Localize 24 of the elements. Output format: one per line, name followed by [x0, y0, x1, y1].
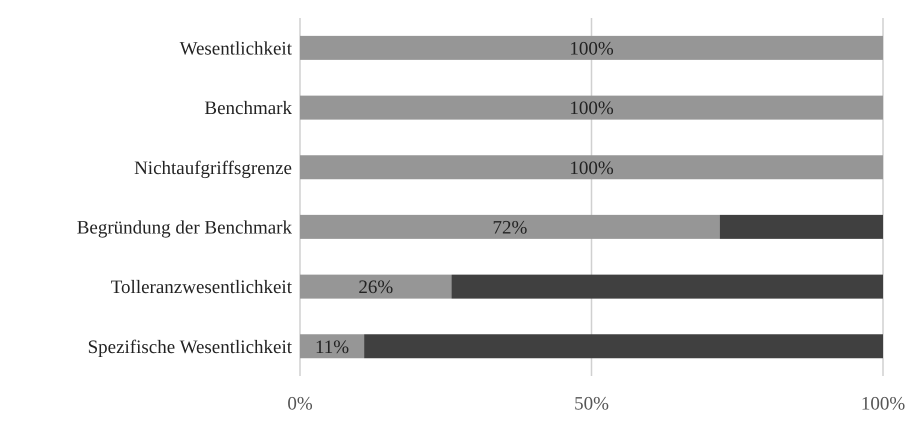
y-tick-label: Spezifische Wesentlichkeit — [88, 336, 293, 358]
data-label: 26% — [358, 277, 394, 298]
y-tick-label: Wesentlichkeit — [180, 38, 293, 60]
x-tick-label: 100% — [860, 393, 906, 414]
bar — [300, 155, 883, 180]
bar — [364, 334, 883, 358]
y-tick-label: Benchmark — [204, 98, 292, 120]
y-tick-label: Begründung der Benchmark — [76, 218, 292, 239]
bar — [300, 96, 883, 120]
bar — [300, 214, 720, 239]
data-label: 100% — [569, 38, 614, 60]
data-label: 11% — [315, 336, 350, 358]
bar — [300, 274, 452, 299]
data-label: 72% — [492, 218, 528, 239]
data-label: 100% — [569, 98, 614, 120]
data-label: 100% — [569, 158, 614, 179]
x-tick-label: 0% — [287, 393, 313, 414]
bar — [720, 214, 883, 239]
bar — [300, 334, 364, 358]
bar — [452, 274, 883, 299]
y-tick-label: Nichtaufgriffsgrenze — [134, 158, 292, 179]
bar — [300, 36, 883, 60]
x-tick-label: 50% — [574, 393, 610, 414]
y-tick-label: Tolleranzwesentlichkeit — [110, 277, 293, 298]
